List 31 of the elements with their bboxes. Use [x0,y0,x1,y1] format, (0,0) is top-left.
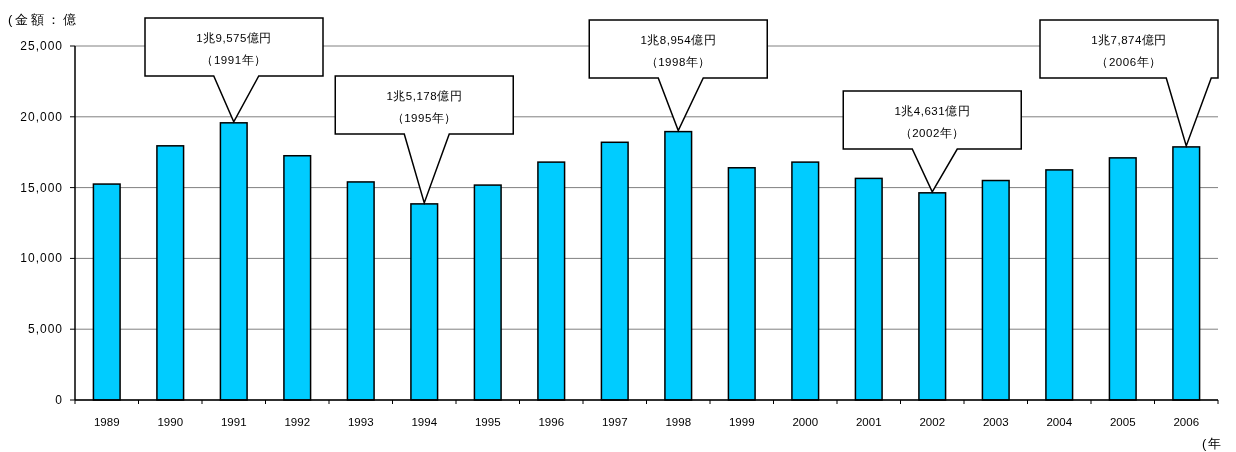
x-tick-label: 1990 [157,416,184,428]
y-tick-label: 10,000 [20,251,63,266]
annotation: 1兆9,575億円（1991年） [196,31,272,67]
x-tick-label: 1999 [728,416,755,428]
y-tick-label: 25,000 [20,39,63,53]
x-axis-title: (年 [1202,436,1224,451]
x-tick-label: 1998 [665,416,692,428]
x-tick-label: 2001 [855,416,882,428]
x-tick-label: 1991 [220,416,247,428]
y-tick-label: 5,000 [27,322,63,337]
x-tick-label: 1992 [284,416,311,428]
x-tick-label: 1989 [93,416,120,428]
x-tick-label: 2006 [1173,416,1200,428]
x-tick-label: 1994 [411,416,438,428]
annotation: 1兆4,631億円（2002年） [894,104,971,140]
x-tick-label: 2004 [1046,416,1073,428]
y-tick-label: 0 [55,393,63,407]
x-tick-label: 1995 [474,416,501,428]
y-axis-title: (金額：億 [8,12,80,27]
x-tick-label: 1996 [538,416,565,428]
x-tick-label: 1997 [601,416,628,428]
annotation: 1兆8,954億円（1998年） [640,33,717,69]
y-tick-label: 20,000 [20,109,63,124]
x-tick-label: 2000 [792,416,819,428]
y-tick-label: 15,000 [20,180,63,195]
annotation: 1兆5,178億円（1995年） [386,89,463,125]
annotation: 1兆7,874億円（2006年） [1091,33,1167,69]
x-tick-label: 2003 [982,416,1009,428]
x-tick-label: 1993 [347,416,374,428]
x-tick-label: 2002 [919,416,946,428]
x-tick-label: 2005 [1109,416,1136,428]
